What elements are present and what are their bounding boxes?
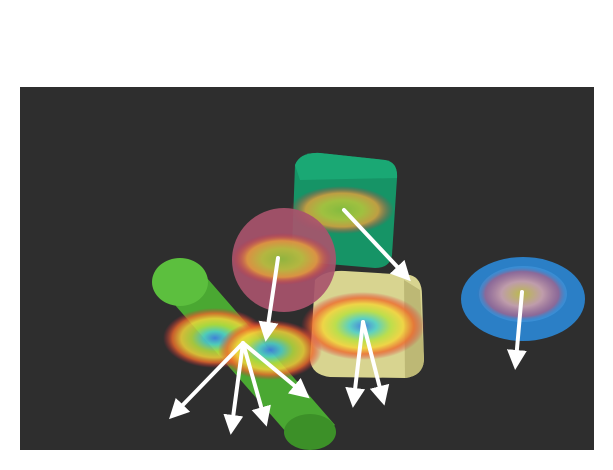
arrow (506, 290, 527, 370)
arrow (169, 341, 245, 420)
arrow (223, 341, 245, 435)
arrow (241, 341, 271, 427)
arrow (342, 208, 411, 282)
heatmap-blob (218, 320, 322, 380)
arrow (345, 320, 366, 408)
heatmap-blob (232, 233, 332, 285)
arrow (361, 320, 390, 406)
arrow (258, 256, 280, 342)
arrow (241, 341, 310, 399)
